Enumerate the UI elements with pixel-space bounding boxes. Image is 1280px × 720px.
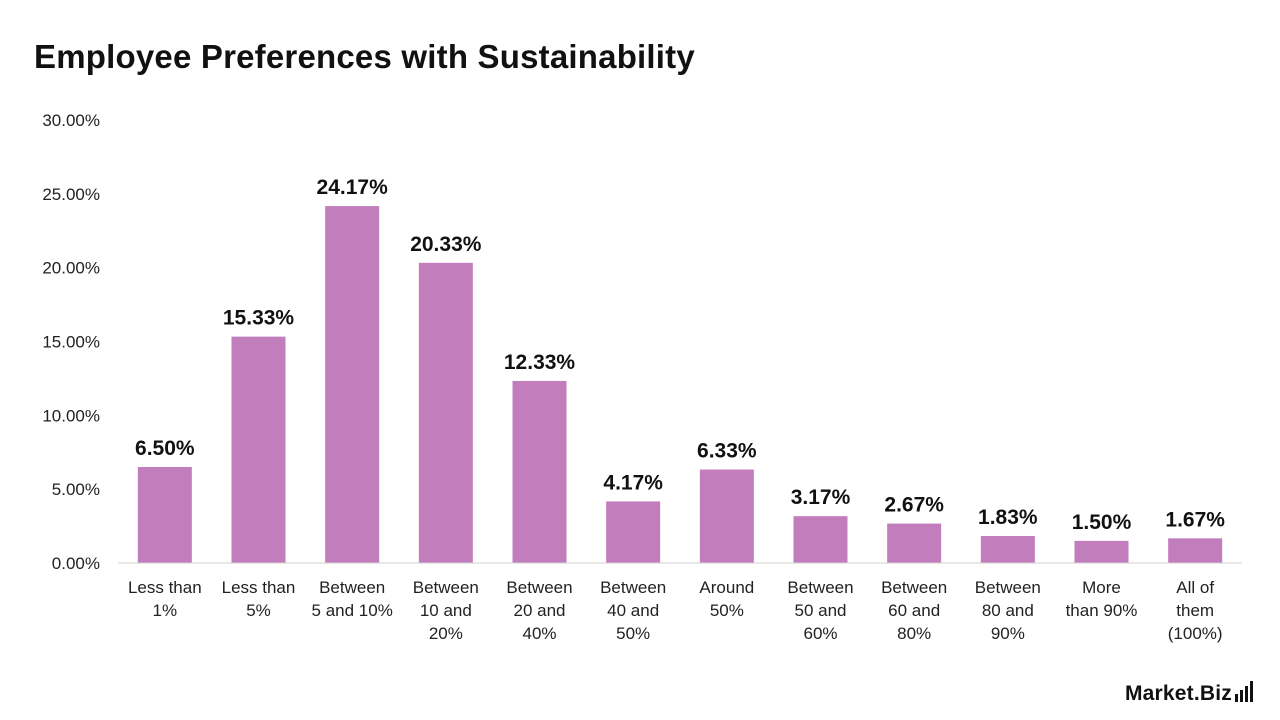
x-tick-label: Around 50% <box>699 578 754 620</box>
x-tick-label: Between 40 and 50% <box>600 578 666 643</box>
data-label: 20.33% <box>410 233 482 256</box>
y-tick-label: 10.00% <box>42 406 100 425</box>
bar <box>887 523 942 563</box>
x-tick-label: Less than 5% <box>222 578 296 620</box>
bar <box>699 469 754 563</box>
bar <box>418 262 473 563</box>
data-label: 15.33% <box>223 307 295 330</box>
data-label: 24.17% <box>317 176 389 199</box>
brand-logo-text: Market.Biz <box>1124 682 1232 705</box>
bar <box>1168 538 1223 563</box>
data-label: 6.33% <box>697 440 757 463</box>
x-tick-label: Less than 1% <box>128 578 202 620</box>
x-tick-label: More than 90% <box>1066 578 1138 620</box>
x-tick-label: All of them (100%) <box>1168 578 1223 643</box>
x-tick-label: Between 20 and 40% <box>506 578 572 643</box>
bar <box>325 206 380 563</box>
bar <box>137 467 192 563</box>
bar <box>980 535 1035 563</box>
x-tick-label: Between 50 and 60% <box>787 578 853 643</box>
data-label: 1.83% <box>978 506 1038 529</box>
data-label: 2.67% <box>884 494 944 517</box>
bar <box>231 336 286 563</box>
x-tick-label: Between 60 and 80% <box>881 578 947 643</box>
data-label: 1.50% <box>1072 511 1132 534</box>
y-tick-label: 25.00% <box>42 185 100 204</box>
bar-signal-icon <box>1235 681 1253 702</box>
y-tick-label: 15.00% <box>42 333 100 352</box>
y-tick-label: 5.00% <box>52 480 100 499</box>
data-label: 12.33% <box>504 351 576 374</box>
y-tick-label: 0.00% <box>52 554 100 573</box>
brand-logo: Market.Biz <box>1125 680 1256 706</box>
chart-title: Employee Preferences with Sustainability <box>34 38 695 75</box>
bar <box>512 380 567 563</box>
data-label: 1.67% <box>1165 508 1225 531</box>
y-tick-label: 30.00% <box>42 111 100 130</box>
bar <box>1074 540 1129 563</box>
data-label: 3.17% <box>791 486 851 509</box>
x-tick-label: Between 10 and 20% <box>413 578 479 643</box>
bar <box>606 501 661 563</box>
x-tick-label: Between 5 and 10% <box>312 578 393 620</box>
data-label: 6.50% <box>135 437 195 460</box>
y-tick-label: 20.00% <box>42 259 100 278</box>
bar <box>793 516 848 563</box>
data-label: 4.17% <box>603 471 663 494</box>
x-tick-label: Between 80 and 90% <box>975 578 1041 643</box>
